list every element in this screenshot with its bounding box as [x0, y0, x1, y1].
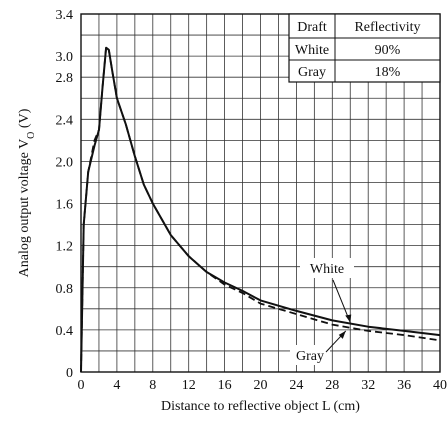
legend-cell-reflectivity: 90% [375, 43, 401, 58]
x-tick-label: 24 [289, 378, 303, 393]
x-tick-label: 8 [149, 378, 156, 393]
x-axis-title: Distance to reflective object L (cm) [161, 399, 360, 414]
legend-cell-draft: White [295, 43, 329, 58]
x-tick-label: 12 [182, 378, 196, 393]
y-tick-label: 1.6 [56, 198, 74, 213]
x-tick-label: 20 [254, 378, 268, 393]
legend-table-frame [288, 13, 441, 83]
y-tick-label: 3.4 [56, 8, 74, 23]
y-tick-label: 0.4 [56, 324, 74, 339]
y-tick-label: 0 [66, 366, 73, 381]
annotation-gray-label: Gray [296, 349, 324, 364]
legend-cell-reflectivity: 18% [375, 65, 401, 80]
annotation-white-bg [300, 258, 354, 278]
y-axis-title-main: Analog output voltage V [17, 139, 32, 278]
y-tick-label: 1.2 [56, 240, 74, 255]
y-axis-title-subscript: O [26, 132, 37, 139]
y-axis-title: Analog output voltage VO (V) [17, 108, 37, 277]
legend-cell-draft: Gray [298, 65, 326, 80]
legend-table: Draft Reflectivity White 90% Gray 18% [288, 13, 441, 83]
x-tick-label: 0 [78, 378, 85, 393]
legend-header-reflectivity: Reflectivity [354, 20, 420, 35]
x-tick-label: 40 [433, 378, 447, 393]
annotation-gray-bg [290, 345, 330, 365]
legend-header-draft: Draft [297, 20, 327, 35]
y-tick-label: 0.8 [56, 282, 74, 297]
annotation-white-label: White [310, 262, 344, 277]
x-tick-label: 16 [218, 378, 232, 393]
y-tick-label: 3.0 [56, 50, 74, 65]
annotation-gray-arrowhead [338, 330, 346, 339]
y-axis-title-unit: (V) [17, 108, 32, 131]
plot-frame [80, 13, 441, 373]
series-layer [80, 46, 441, 373]
series-line-gray [80, 46, 441, 373]
y-tick-label: 2.0 [56, 155, 74, 170]
x-tick-label: 28 [325, 378, 339, 393]
x-tick-label: 4 [113, 378, 120, 393]
y-tick-label: 2.4 [56, 113, 74, 128]
x-tick-label: 32 [361, 378, 375, 393]
annotation-layer: White Gray [290, 258, 354, 365]
annotation-white-arrowhead [345, 314, 352, 323]
y-tick-label: 2.8 [56, 71, 74, 86]
x-tick-label: 36 [397, 378, 411, 393]
axes-layer: 0 4 8 12 16 20 24 28 32 36 40 0 0.4 0.8 1.2 1.6 2.0 2.4 2.… [56, 8, 448, 393]
